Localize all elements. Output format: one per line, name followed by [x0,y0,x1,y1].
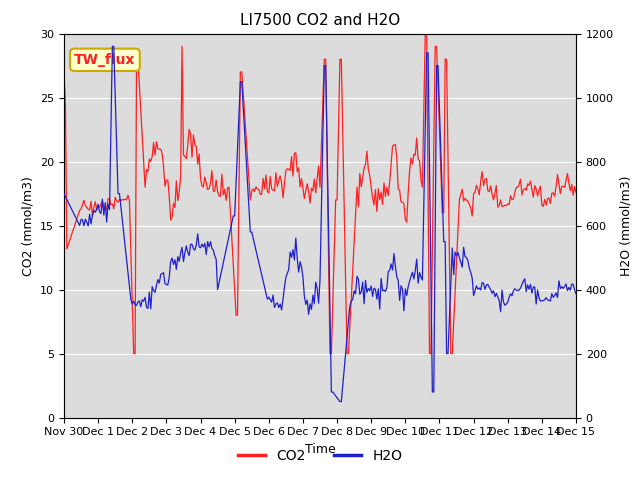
X-axis label: Time: Time [305,443,335,456]
Text: TW_flux: TW_flux [74,53,136,67]
Legend: CO2, H2O: CO2, H2O [232,443,408,468]
Y-axis label: H2O (mmol/m3): H2O (mmol/m3) [620,175,632,276]
Title: LI7500 CO2 and H2O: LI7500 CO2 and H2O [240,13,400,28]
Y-axis label: CO2 (mmol/m3): CO2 (mmol/m3) [22,176,35,276]
